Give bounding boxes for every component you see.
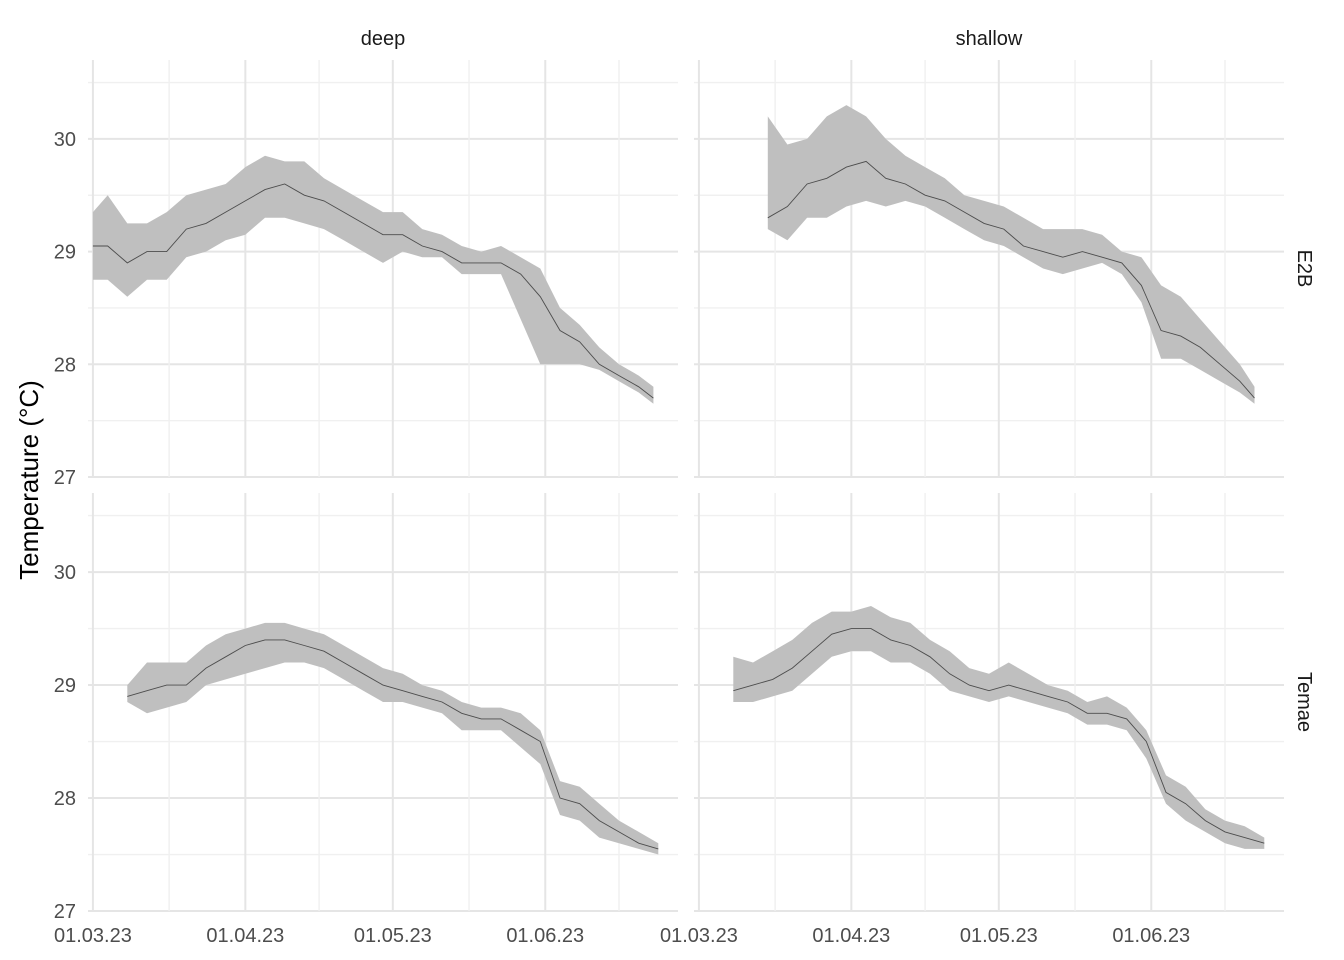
x-tick-label: 01.04.23 [812,925,890,947]
grid-layer [88,60,1284,912]
y-tick-label: 27 [54,467,76,489]
x-tick-label: 01.06.23 [506,925,584,947]
label-layer: 27 28 29 30 27 28 29 30 01.03.23 01.04.23 01.05.23… [54,28,1315,947]
ribbon-temae-deep [127,622,659,855]
facet-row-label: Temae [1293,672,1315,732]
x-tick-label: 01.03.23 [54,925,132,947]
mean-line-e2b-deep [92,183,654,399]
ribbon-e2b-deep [92,155,654,404]
y-axis-title: Temperature (°C) [14,380,44,580]
x-tick-label: 01.05.23 [960,925,1038,947]
y-tick-label: 30 [54,129,76,151]
x-tick-label: 01.05.23 [354,925,432,947]
ribbon-e2b-shallow [767,105,1255,404]
x-tick-label: 01.06.23 [1112,925,1190,947]
facet-column-label: shallow [956,28,1023,50]
x-tick-label: 01.04.23 [206,925,284,947]
line-layer [92,160,1265,850]
y-tick-label: 30 [54,562,76,584]
y-tick-label: 29 [54,242,76,264]
mean-line-e2b-shallow [767,160,1255,399]
y-tick-label: 29 [54,675,76,697]
mean-line-temae-deep [127,639,659,850]
ribbon-temae-shallow [733,606,1265,849]
mean-line-temae-shallow [733,628,1265,844]
y-tick-label: 28 [54,788,76,810]
y-tick-label: 28 [54,354,76,376]
y-tick-label: 27 [54,901,76,923]
x-tick-label: 01.03.23 [660,925,738,947]
facet-column-label: deep [361,28,406,50]
facet-row-label: E2B [1293,250,1315,288]
